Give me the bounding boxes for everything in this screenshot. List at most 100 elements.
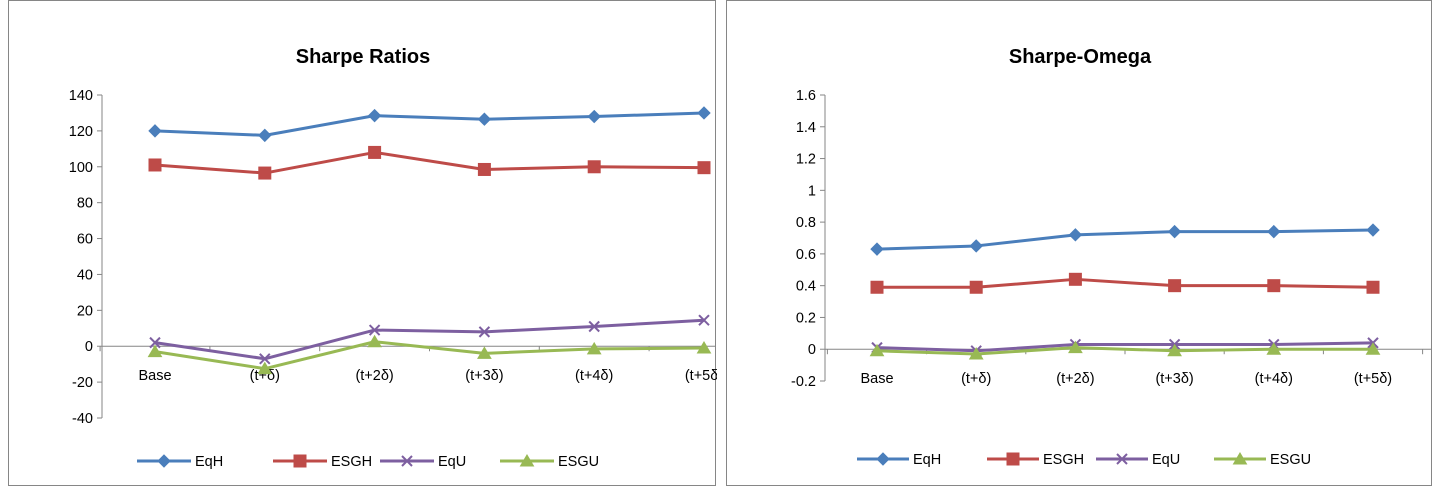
data-point-equ: [698, 314, 710, 326]
chart-sharpe-ratios-plot: Sharpe Ratios 140 120 100 80 60 40 20 0 -20 -40 Bas…: [69, 46, 717, 470]
series-esgu: [869, 340, 1381, 360]
legend-label: ESGH: [331, 454, 372, 470]
data-point-esgh: [1168, 279, 1182, 293]
data-point-esgu: [147, 344, 163, 358]
series-esgh: [148, 145, 711, 180]
data-point-eqh: [477, 112, 492, 126]
series-line-equ: [154, 318, 705, 361]
legend-marker: [401, 455, 413, 467]
y-tick-label: -20: [72, 375, 93, 391]
legend-item-esgu: ESGU: [1214, 452, 1311, 468]
chart-sharpe-ratios: Sharpe Ratios 140 120 100 80 60 40 20 0 -20 -40 Bas…: [8, 0, 717, 486]
data-point-esgh: [148, 158, 162, 172]
data-point-esgh: [1068, 272, 1082, 286]
data-point-eqh: [1267, 224, 1281, 239]
y-tick-label: 140: [69, 88, 93, 104]
data-point-esgh: [587, 160, 601, 174]
y-tick-label: 60: [77, 232, 93, 248]
y-tick-label: 100: [69, 160, 93, 176]
data-point-esgu: [477, 346, 492, 359]
series-eqh: [148, 106, 711, 143]
x-tick-label: (t+2δ): [355, 368, 393, 384]
data-point-eqh: [870, 242, 884, 256]
data-point-eqh: [258, 128, 272, 143]
x-tick-label: (t+5δ): [685, 368, 717, 384]
series-esgu: [147, 334, 712, 375]
y-tick-label: 40: [77, 267, 93, 283]
legend-marker: [519, 454, 535, 467]
legend-item-esgh: ESGH: [273, 454, 372, 470]
legend-label: ESGU: [1270, 452, 1311, 468]
legend-item-esgu: ESGU: [500, 454, 599, 470]
legend-label: ESGU: [558, 454, 599, 470]
y-tick-label: 1.6: [796, 88, 816, 104]
data-point-esgh: [870, 280, 884, 294]
legend-label: ESGH: [1043, 452, 1084, 468]
data-point-esgu: [1068, 340, 1083, 354]
data-point-eqh: [1068, 228, 1083, 242]
x-tick-label: Base: [138, 368, 171, 384]
data-point-esgh: [258, 166, 272, 180]
y-tick-label: 1.4: [796, 120, 816, 136]
x-tick-label: (t+3δ): [465, 368, 503, 384]
y-tick-label: 0.6: [796, 247, 816, 263]
x-tick-label: (t+δ): [961, 371, 991, 387]
series-line-esgh: [877, 277, 1374, 289]
x-tick-label: (t+4δ): [1255, 371, 1293, 387]
series-line-eqh: [154, 111, 705, 137]
data-point-esgh: [1366, 280, 1380, 294]
y-tick-label: 0.8: [796, 215, 816, 231]
data-point-esgu: [1167, 343, 1182, 357]
data-point-equ: [478, 326, 491, 338]
data-point-esgh: [368, 145, 382, 159]
x-tick-label: (t+δ): [250, 368, 280, 384]
legend-label: EqH: [195, 454, 223, 470]
data-point-equ: [149, 336, 161, 349]
y-tick-label: 20: [77, 303, 93, 319]
data-point-esgu: [257, 361, 273, 375]
legend-item-eqh: EqH: [137, 454, 223, 470]
y-tick-label: 0.4: [796, 279, 816, 295]
x-tick-label: Base: [860, 371, 893, 387]
data-point-esgh: [1267, 279, 1281, 293]
legend-marker: [1232, 452, 1248, 465]
data-point-eqh: [1167, 224, 1182, 239]
legend-marker: [157, 454, 171, 468]
legend-marker: [293, 454, 307, 468]
y-tick-label: 120: [69, 124, 93, 140]
data-point-equ: [588, 320, 600, 333]
legend-marker: [1006, 452, 1020, 466]
chart-sharpe-omega-plot: Sharpe-Omega 1.6 1.4 1.2 1 0.8 0.6 0.4 0.2 0 -0.2 B…: [791, 46, 1432, 468]
legend-item-equ: EqU: [380, 454, 466, 470]
chart-title: Sharpe Ratios: [296, 46, 430, 68]
data-point-esgu: [1365, 342, 1381, 355]
legend-item-eqh: EqH: [857, 452, 941, 468]
y-tick-label: 0: [85, 339, 93, 355]
data-point-esgu: [367, 334, 382, 348]
series-line-esgh: [154, 150, 705, 175]
data-point-equ: [368, 324, 381, 336]
legend-label: EqH: [913, 452, 941, 468]
y-tick-label: -40: [72, 411, 93, 427]
legend-item-esgh: ESGH: [987, 452, 1084, 468]
y-tick-label: 1: [808, 183, 816, 199]
x-tick-label: (t+5δ): [1354, 371, 1392, 387]
series-line-esgu: [876, 346, 1373, 356]
series-line-equ: [876, 341, 1374, 353]
data-point-eqh: [148, 124, 162, 138]
data-point-esgu: [1266, 342, 1282, 355]
series-esgh: [870, 272, 1380, 294]
y-tick-label: 0.2: [796, 310, 816, 326]
legend: EqH ESGH EqU ESGU: [137, 454, 599, 470]
series-line-eqh: [876, 228, 1374, 251]
data-point-esgh: [477, 162, 491, 176]
x-tick-label: (t+4δ): [575, 368, 613, 384]
legend-label: EqU: [438, 454, 466, 470]
chart-sharpe-omega: Sharpe-Omega 1.6 1.4 1.2 1 0.8 0.6 0.4 0.2 0 -0.2 B…: [726, 0, 1432, 486]
y-tick-label: 80: [77, 196, 93, 212]
x-tick-label: (t+3δ): [1155, 371, 1193, 387]
y-tick-label: 1.2: [796, 152, 816, 168]
data-point-esgh: [969, 280, 983, 294]
data-point-esgh: [697, 161, 711, 175]
x-tick-label: (t+2δ): [1056, 371, 1094, 387]
